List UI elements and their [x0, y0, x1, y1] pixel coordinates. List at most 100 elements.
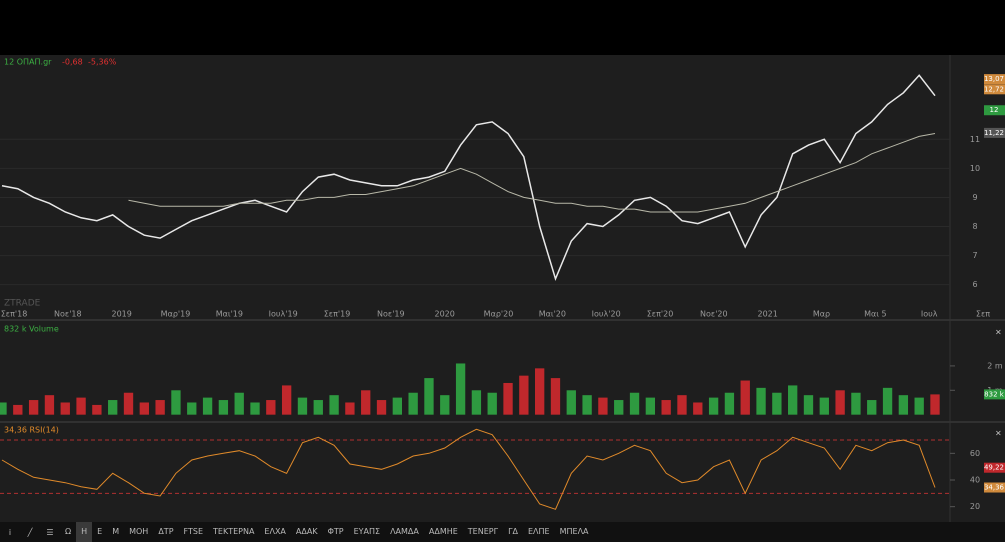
toolbar: i ╱ ☰ ΩΗΕΜΜΟΗΔΤΡFTSEΤΕΚΤΕΡΝΑΕΛΧΑΑΔΑΚΦΤΡΕ…	[0, 522, 1005, 542]
volume-bar	[424, 378, 433, 415]
price-badge-label: 11,22	[984, 129, 1004, 137]
volume-bar	[851, 393, 860, 415]
x-tick-label: 2021	[757, 310, 777, 319]
volume-bar	[915, 398, 924, 415]
volume-bar	[472, 390, 481, 414]
x-tick-label: Σεπ'20	[647, 310, 674, 319]
toolbar-button[interactable]: ΜΠΕΛΑ	[555, 522, 594, 542]
volume-bar	[488, 393, 497, 415]
x-tick-label: Μαρ'20	[484, 310, 514, 319]
price-badge-label: 12,72	[984, 85, 1004, 93]
x-tick-label: Μαι'20	[539, 310, 566, 319]
toolbar-button[interactable]: ΓΔ	[503, 522, 523, 542]
volume-bar	[29, 400, 38, 415]
x-tick-label: 2020	[434, 310, 454, 319]
toolbar-button[interactable]: Η	[76, 522, 92, 542]
x-tick-label: 2019	[111, 310, 131, 319]
volume-bar	[741, 381, 750, 415]
toolbar-button[interactable]: ΕΛΧΑ	[259, 522, 290, 542]
volume-bar	[503, 383, 512, 415]
volume-bar	[345, 402, 354, 414]
volume-bar	[582, 395, 591, 415]
volume-bar	[614, 400, 623, 415]
volume-bar	[835, 390, 844, 414]
volume-bar	[551, 378, 560, 415]
draw-icon[interactable]: ╱	[20, 528, 40, 537]
volume-bar	[329, 395, 338, 415]
toolbar-button[interactable]: ΤΕΝΕΡΓ	[463, 522, 503, 542]
volume-bar	[930, 394, 939, 414]
rsi-badge-label: 34,36	[984, 484, 1005, 492]
volume-bar	[45, 395, 54, 415]
volume-bar	[883, 388, 892, 415]
y-tick-label: 8	[972, 222, 977, 231]
volume-bar	[250, 402, 259, 414]
toolbar-button[interactable]: Μ	[107, 522, 124, 542]
volume-bar	[92, 405, 101, 415]
volume-bar	[0, 402, 7, 414]
volume-bar	[535, 368, 544, 414]
chart: 12 ΟΠΑΠ.gr -0,68 -5,36% ZTRADE 832 k Vol…	[0, 0, 1005, 522]
toolbar-button[interactable]: ΤΕΚΤΕΡΝΑ	[208, 522, 259, 542]
toolbar-button[interactable]: Ω	[60, 522, 76, 542]
toolbar-button[interactable]: ΑΔΑΚ	[291, 522, 323, 542]
volume-bar	[266, 400, 275, 415]
volume-bar	[709, 398, 718, 415]
volume-bar	[519, 376, 528, 415]
watermark: ZTRADE	[4, 299, 41, 309]
volume-bar	[124, 393, 133, 415]
volume-bar	[772, 393, 781, 415]
volume-bar	[235, 393, 244, 415]
y-tick-label: 2 m	[987, 361, 1003, 370]
volume-bar	[140, 402, 149, 414]
volume-bar	[314, 400, 323, 415]
volume-bar	[867, 400, 876, 415]
toolbar-button[interactable]: ΦΤΡ	[323, 522, 349, 542]
volume-bar	[440, 395, 449, 415]
toolbar-button[interactable]: ΑΔΜΗΕ	[424, 522, 463, 542]
toolbar-button[interactable]: FTSE	[179, 522, 208, 542]
volume-bar	[725, 393, 734, 415]
volume-bar	[804, 395, 813, 415]
volume-bar	[203, 398, 212, 415]
list-icon[interactable]: ☰	[40, 528, 60, 537]
volume-bar	[662, 400, 671, 415]
x-tick-label: Μαρ	[813, 310, 830, 319]
volume-bar	[377, 400, 386, 415]
volume-bar	[693, 402, 702, 414]
toolbar-button[interactable]: ΕΛΠΕ	[523, 522, 555, 542]
rsi-title: 34,36 RSI(14)	[4, 426, 59, 435]
volume-bar	[820, 398, 829, 415]
y-tick-label: 7	[972, 251, 977, 260]
close-button[interactable]: ×	[995, 429, 1002, 438]
x-tick-label: Νοε'20	[700, 310, 728, 319]
toolbar-button[interactable]: Ε	[92, 522, 107, 542]
y-tick-label: 20	[970, 502, 980, 511]
y-tick-label: 6	[972, 280, 977, 289]
volume-title: 832 k Volume	[4, 325, 59, 334]
close-button[interactable]: ×	[995, 328, 1002, 337]
toolbar-button[interactable]: ΜΟΗ	[124, 522, 153, 542]
toolbar-button[interactable]: ΕΥΑΠΣ	[349, 522, 385, 542]
toolbar-button[interactable]: ΛΑΜΔΑ	[385, 522, 424, 542]
volume-bar	[76, 398, 85, 415]
volume-bar	[108, 400, 117, 415]
x-tick-label: Νοε'19	[377, 310, 405, 319]
info-icon[interactable]: i	[0, 528, 20, 537]
volume-bar	[456, 363, 465, 414]
y-tick-label: 10	[970, 164, 980, 173]
volume-bar	[788, 385, 797, 414]
change: -0,68	[62, 58, 83, 67]
symbol: 12 ΟΠΑΠ.gr	[4, 58, 52, 67]
volume-bar	[282, 385, 291, 414]
toolbar-button[interactable]: ΔΤΡ	[153, 522, 178, 542]
y-tick-label: 9	[972, 193, 977, 202]
volume-bar	[598, 398, 607, 415]
volume-bar	[567, 390, 576, 414]
y-tick-label: 11	[970, 135, 980, 144]
volume-bar	[171, 390, 180, 414]
volume-bar	[393, 398, 402, 415]
volume-bar	[13, 405, 22, 415]
price-badge-label: 13,07	[984, 75, 1004, 83]
